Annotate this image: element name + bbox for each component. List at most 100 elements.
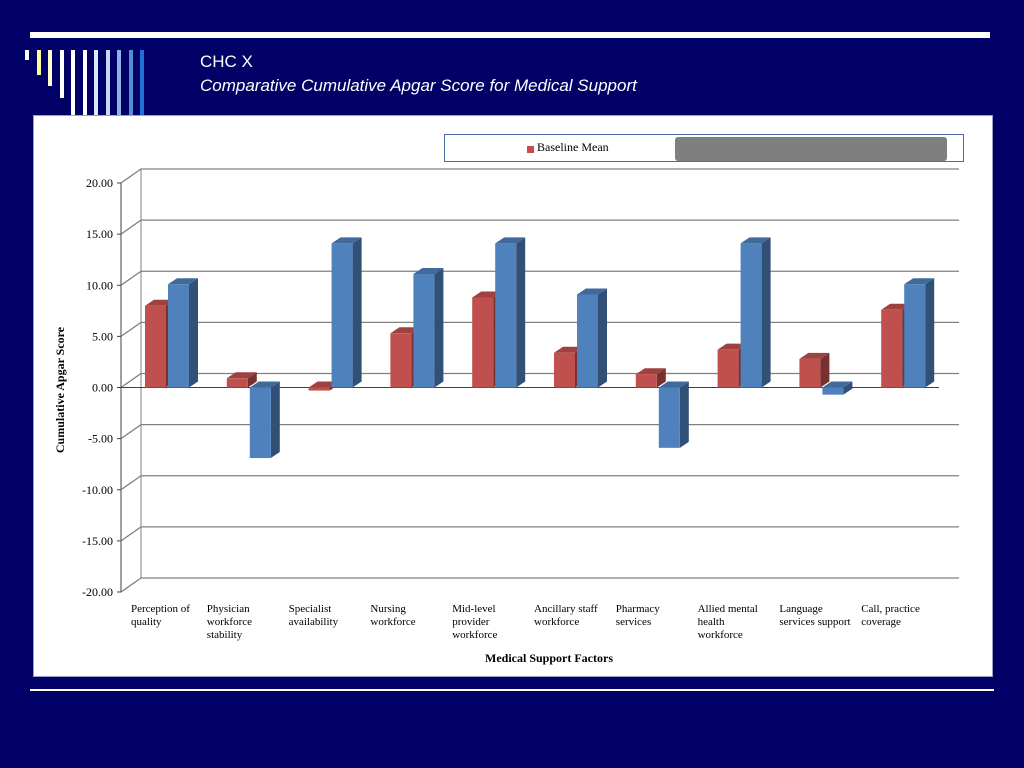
gridline	[120, 168, 959, 184]
bar-side	[843, 381, 853, 395]
x-tick-label-line: services support	[779, 616, 850, 628]
x-tick-label: Perception of quality	[131, 603, 190, 628]
chart-panel: 20.00 15.00 10.00 5.00 0.00 -5.00 -10.00 -15.00…	[33, 115, 993, 677]
bar-side	[270, 381, 280, 459]
bar-front	[658, 387, 680, 448]
x-tick-label-line: coverage	[861, 616, 901, 628]
bar-front	[881, 309, 903, 388]
bar-front	[331, 243, 353, 388]
x-tick-label-line: Physician	[207, 603, 250, 615]
bar-side	[679, 381, 689, 448]
stripe	[59, 50, 64, 98]
bar-top	[658, 381, 689, 388]
bar-side	[516, 237, 526, 388]
bar-front	[390, 333, 412, 388]
x-tick-label-line: Mid-level	[452, 603, 495, 615]
bar-front	[717, 349, 739, 388]
bar-top	[881, 303, 912, 310]
y-axis-title: Cumulative Apgar Score	[53, 326, 67, 453]
bar-front	[740, 243, 762, 388]
bar-top	[904, 278, 935, 285]
bar-side	[247, 372, 257, 388]
y-tick-label: 5.00	[92, 329, 113, 343]
bar-top	[390, 327, 421, 334]
bar-baseline	[226, 372, 257, 388]
y-tick-label: 20.00	[86, 176, 113, 190]
x-tick-label-line: workforce	[207, 616, 252, 628]
bar-top	[799, 352, 830, 359]
y-tick-label: -15.00	[82, 534, 113, 548]
bar-front	[145, 305, 166, 388]
slide-title-line2: Comparative Cumulative Apgar Score for M…	[200, 76, 637, 95]
chart-legend: Baseline Mean	[444, 134, 964, 162]
bar-top	[249, 381, 280, 388]
x-tick-label: Ancillary staff workforce	[534, 603, 598, 628]
x-tick-label: Physician workforce stability	[207, 603, 252, 641]
x-tick-label-line: services	[616, 616, 651, 628]
bar-top	[740, 237, 771, 244]
stripe	[36, 50, 41, 75]
bar-front	[495, 243, 517, 388]
gridline	[120, 321, 959, 337]
stripe	[94, 50, 98, 116]
bar-side	[656, 368, 666, 388]
legend-label-baseline: Baseline Mean	[537, 140, 609, 154]
bar-baseline	[635, 368, 666, 388]
bar-side	[598, 288, 607, 388]
bar-top	[822, 381, 853, 388]
stripe	[25, 50, 29, 60]
gridline	[120, 372, 959, 389]
bar-top	[635, 368, 666, 375]
bar-front	[308, 387, 330, 391]
x-tick-label-line: Allied mental	[698, 603, 758, 615]
bar-top	[308, 381, 339, 388]
y-tick-label: 10.00	[86, 278, 113, 292]
x-tick-label-line: provider	[452, 616, 490, 628]
bar-top	[226, 372, 257, 379]
bar-top	[577, 288, 607, 295]
bar-top	[145, 299, 175, 306]
x-tick-label: Language services support	[779, 603, 850, 628]
bar-front	[799, 358, 821, 388]
bar-top	[717, 343, 748, 350]
y-tick-label: -20.00	[82, 585, 113, 599]
bar-front	[168, 284, 189, 388]
legend-swatch-baseline	[527, 146, 534, 153]
bar-series2	[495, 237, 526, 388]
stripe	[71, 50, 75, 116]
bar-side	[761, 237, 771, 388]
bar-top	[413, 268, 444, 275]
bar-side	[352, 237, 362, 388]
x-tick-label-line: Pharmacy	[616, 603, 660, 615]
bar-series2	[740, 237, 771, 388]
gridline	[120, 526, 959, 542]
bar-front	[249, 387, 271, 459]
stripe	[105, 50, 110, 116]
bar-series2	[413, 268, 444, 388]
stripe	[117, 50, 121, 116]
stripe	[140, 50, 144, 116]
x-tick-label-line: workforce	[534, 616, 579, 628]
x-tick-label: Pharmacy services	[616, 603, 660, 628]
top-rule	[30, 32, 990, 38]
x-tick-label: Mid-level provider workforce	[452, 603, 497, 641]
x-tick-label-line: availability	[289, 616, 339, 628]
bar-series2	[168, 278, 198, 388]
bar-top	[554, 346, 584, 353]
bar-front	[577, 294, 598, 388]
gridline	[120, 423, 959, 440]
bar-top	[495, 237, 526, 244]
bar-side	[925, 278, 935, 388]
bar-series2	[577, 288, 607, 388]
bar-front	[413, 274, 435, 388]
slide-title-line1: CHC X	[200, 52, 253, 71]
x-tick-label: Specialist availability	[289, 603, 339, 628]
gridline	[120, 475, 959, 491]
bar-side	[434, 268, 444, 388]
x-tick-label: Call, practice coverage	[861, 603, 920, 628]
gridline	[120, 577, 959, 593]
bar-series2	[658, 381, 689, 448]
y-tick-label: 15.00	[86, 227, 113, 241]
gridline	[120, 270, 959, 286]
x-tick-label-line: Nursing	[370, 603, 406, 615]
